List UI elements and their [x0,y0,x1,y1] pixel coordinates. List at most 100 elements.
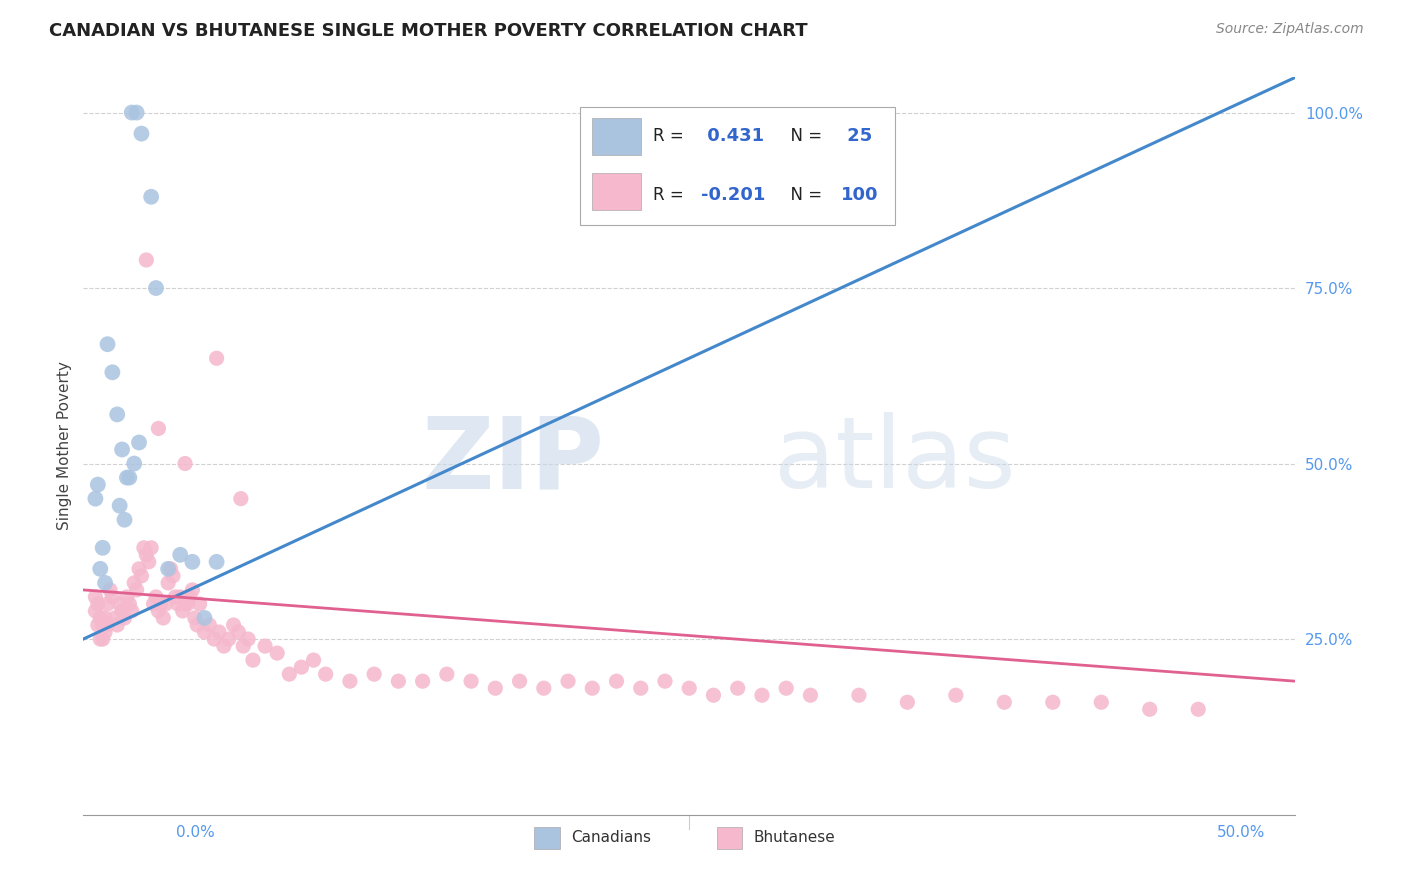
Point [460,674,482,689]
Point [181,582,204,597]
Point [128,562,150,576]
Point [581,681,603,696]
Point [142,597,165,611]
Text: 50.0%: 50.0% [1218,825,1265,840]
Point [87,597,110,611]
Point [387,674,409,689]
Point [848,688,870,702]
Point [205,351,228,366]
Point [96,618,118,632]
Point [138,555,160,569]
Text: Source: ZipAtlas.com: Source: ZipAtlas.com [1216,22,1364,37]
Point [145,281,167,295]
Point [1090,695,1112,709]
Point [176,597,198,611]
FancyBboxPatch shape [581,107,896,225]
Point [131,569,153,583]
Point [533,681,555,696]
Point [159,562,181,576]
Point [315,667,337,681]
Point [169,548,191,562]
Point [229,491,252,506]
FancyBboxPatch shape [592,118,641,155]
Point [105,408,128,422]
Point [125,105,148,120]
Point [108,499,131,513]
Text: R =: R = [652,128,689,145]
Point [174,597,197,611]
Point [96,597,118,611]
Point [702,688,724,702]
Point [84,491,107,506]
Point [145,590,167,604]
Text: Bhutanese: Bhutanese [754,830,835,845]
Text: N =: N = [780,128,828,145]
Point [205,555,228,569]
Point [125,582,148,597]
Point [118,470,141,484]
Point [799,688,821,702]
Point [228,625,250,640]
Point [91,541,114,555]
Point [91,632,114,646]
Point [89,632,111,646]
Text: ZIP: ZIP [422,412,605,509]
Point [172,604,194,618]
Point [181,555,204,569]
Point [87,618,110,632]
Point [302,653,325,667]
Point [111,604,134,618]
Point [208,625,231,640]
Point [186,618,208,632]
Point [202,632,225,646]
Text: 0.431: 0.431 [702,128,765,145]
Point [232,639,254,653]
Point [94,611,117,625]
Point [165,590,187,604]
Point [166,597,188,611]
Point [122,457,145,471]
Point [94,625,117,640]
Point [557,674,579,689]
Point [89,611,111,625]
Point [193,625,215,640]
Point [114,611,136,625]
Point [436,667,458,681]
Point [94,575,117,590]
Point [115,470,138,484]
Point [727,681,749,696]
Point [1042,695,1064,709]
Point [141,541,163,555]
Point [169,590,191,604]
Point [1187,702,1209,716]
Point [84,604,107,618]
Point [222,618,245,632]
Point [775,681,797,696]
Point [184,611,207,625]
Point [111,442,134,457]
Point [654,674,676,689]
Point [101,590,124,604]
Point [266,646,288,660]
Point [242,653,264,667]
Point [945,688,967,702]
Point [84,590,107,604]
Point [89,562,111,576]
Point [128,435,150,450]
Point [98,582,121,597]
Point [751,688,773,702]
Point [101,365,124,379]
Point [87,477,110,491]
Text: R =: R = [652,186,689,204]
Point [121,105,143,120]
Point [162,569,184,583]
Text: atlas: atlas [775,412,1015,509]
Point [896,695,918,709]
Point [135,252,157,267]
Text: N =: N = [780,186,828,204]
Text: 0.0%: 0.0% [176,825,215,840]
Point [339,674,361,689]
Point [509,674,531,689]
Point [114,513,136,527]
Point [104,611,127,625]
